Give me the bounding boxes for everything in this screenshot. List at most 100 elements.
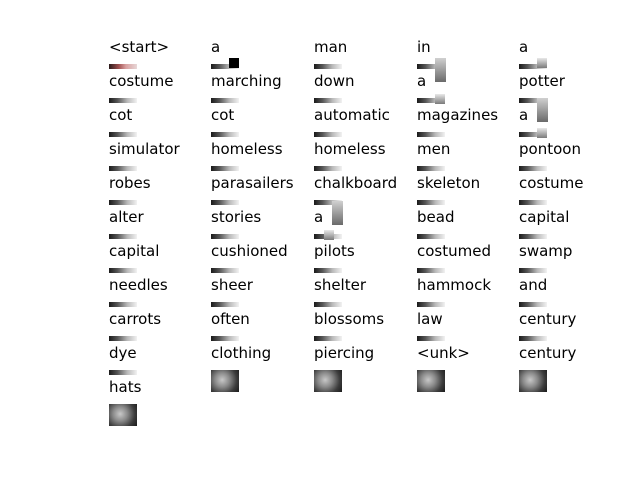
attention-highlight [435, 58, 446, 82]
word-cell: potter [519, 72, 622, 122]
caption-word: cot [211, 106, 235, 124]
caption-word: hats [109, 378, 142, 396]
attention-thumbnail [109, 132, 137, 137]
caption-word: magazines [417, 106, 499, 124]
word-cell: man [314, 38, 417, 72]
attention-thumbnail [109, 234, 137, 239]
attention-thumbnail [109, 98, 137, 103]
word-cell: <unk> [417, 344, 520, 392]
word-cell: homeless [314, 140, 417, 174]
caption-word: costume [519, 174, 584, 192]
attention-highlight [324, 230, 334, 240]
attention-thumbnail [519, 200, 547, 205]
caption-word: chalkboard [314, 174, 398, 192]
attention-thumbnail [211, 132, 239, 137]
word-cell: pontoon [519, 140, 622, 174]
caption-word: law [417, 310, 443, 328]
caption-word: capital [519, 208, 570, 226]
word-cell: hammock [417, 276, 520, 310]
caption-word: sheer [211, 276, 253, 294]
word-cell: simulator [109, 140, 212, 174]
word-cell: <start> [109, 38, 212, 72]
attention-thumbnail [314, 98, 342, 103]
attention-thumbnail [519, 64, 547, 69]
attention-thumbnail [314, 64, 342, 69]
word-cell: costume [109, 72, 212, 106]
attention-thumbnail [314, 200, 342, 205]
attention-thumbnail [417, 200, 445, 205]
caption-word: clothing [211, 344, 272, 362]
attention-thumbnail [211, 98, 239, 103]
word-cell: hats [109, 378, 212, 426]
word-cell: down [314, 72, 417, 106]
attention-thumbnail [211, 268, 239, 273]
caption-word: simulator [109, 140, 180, 158]
word-cell: often [211, 310, 314, 344]
word-cell: swamp [519, 242, 622, 276]
word-cell: magazines [417, 106, 520, 140]
word-cell: law [417, 310, 520, 344]
word-cell: men [417, 140, 520, 174]
attention-thumbnail [314, 336, 342, 341]
attention-thumbnail [519, 166, 547, 171]
word-cell: piercing [314, 344, 417, 392]
attention-thumbnail [109, 200, 137, 205]
caption-word: <start> [109, 38, 170, 56]
word-cell: and [519, 276, 622, 310]
caption-word: down [314, 72, 355, 90]
word-cell: parasailers [211, 174, 314, 208]
attention-thumbnail [417, 64, 445, 69]
attention-thumbnail [519, 370, 547, 392]
attention-thumbnail [417, 336, 445, 341]
caption-word: shelter [314, 276, 366, 294]
attention-thumbnail [211, 336, 239, 341]
word-cell: costumed [417, 242, 520, 276]
caption-word: automatic [314, 106, 390, 124]
word-cell: sheer [211, 276, 314, 310]
caption-word: swamp [519, 242, 573, 260]
caption-word: costumed [417, 242, 491, 260]
attention-thumbnail [109, 404, 137, 426]
caption-word: homeless [314, 140, 386, 158]
attention-thumbnail [211, 302, 239, 307]
attention-thumbnail [417, 132, 445, 137]
word-cell: in [417, 38, 520, 82]
caption-word: century [519, 310, 577, 328]
attention-thumbnail [314, 166, 342, 171]
attention-thumbnail [314, 302, 342, 307]
word-cell: capital [519, 208, 622, 242]
word-cell: homeless [211, 140, 314, 174]
caption-word: bead [417, 208, 455, 226]
caption-word: blossoms [314, 310, 385, 328]
word-cell: needles [109, 276, 212, 310]
word-cell: a [314, 208, 417, 242]
caption-word: parasailers [211, 174, 294, 192]
word-column: a marching cot homeless parasailers stories cu… [211, 38, 314, 392]
attention-thumbnail [314, 132, 342, 137]
caption-word: often [211, 310, 250, 328]
word-cell: robes [109, 174, 212, 208]
attention-thumbnail [519, 302, 547, 307]
caption-word: pilots [314, 242, 355, 260]
attention-thumbnail [417, 370, 445, 392]
word-cell: century [519, 310, 622, 344]
attention-thumbnail [211, 64, 239, 69]
caption-word: capital [109, 242, 160, 260]
word-cell: bead [417, 208, 520, 242]
attention-thumbnail [519, 268, 547, 273]
caption-word: dye [109, 344, 137, 362]
caption-word: a [314, 208, 324, 226]
caption-word: a [417, 72, 427, 90]
attention-thumbnail [109, 268, 137, 273]
attention-thumbnail [519, 98, 547, 103]
word-cell: skeleton [417, 174, 520, 208]
caption-word: century [519, 344, 577, 362]
word-cell: shelter [314, 276, 417, 310]
word-cell: dye [109, 344, 212, 378]
word-cell: chalkboard [314, 174, 417, 225]
attention-thumbnail [519, 336, 547, 341]
caption-word: robes [109, 174, 151, 192]
word-cell: stories [211, 208, 314, 242]
attention-thumbnail [109, 166, 137, 171]
